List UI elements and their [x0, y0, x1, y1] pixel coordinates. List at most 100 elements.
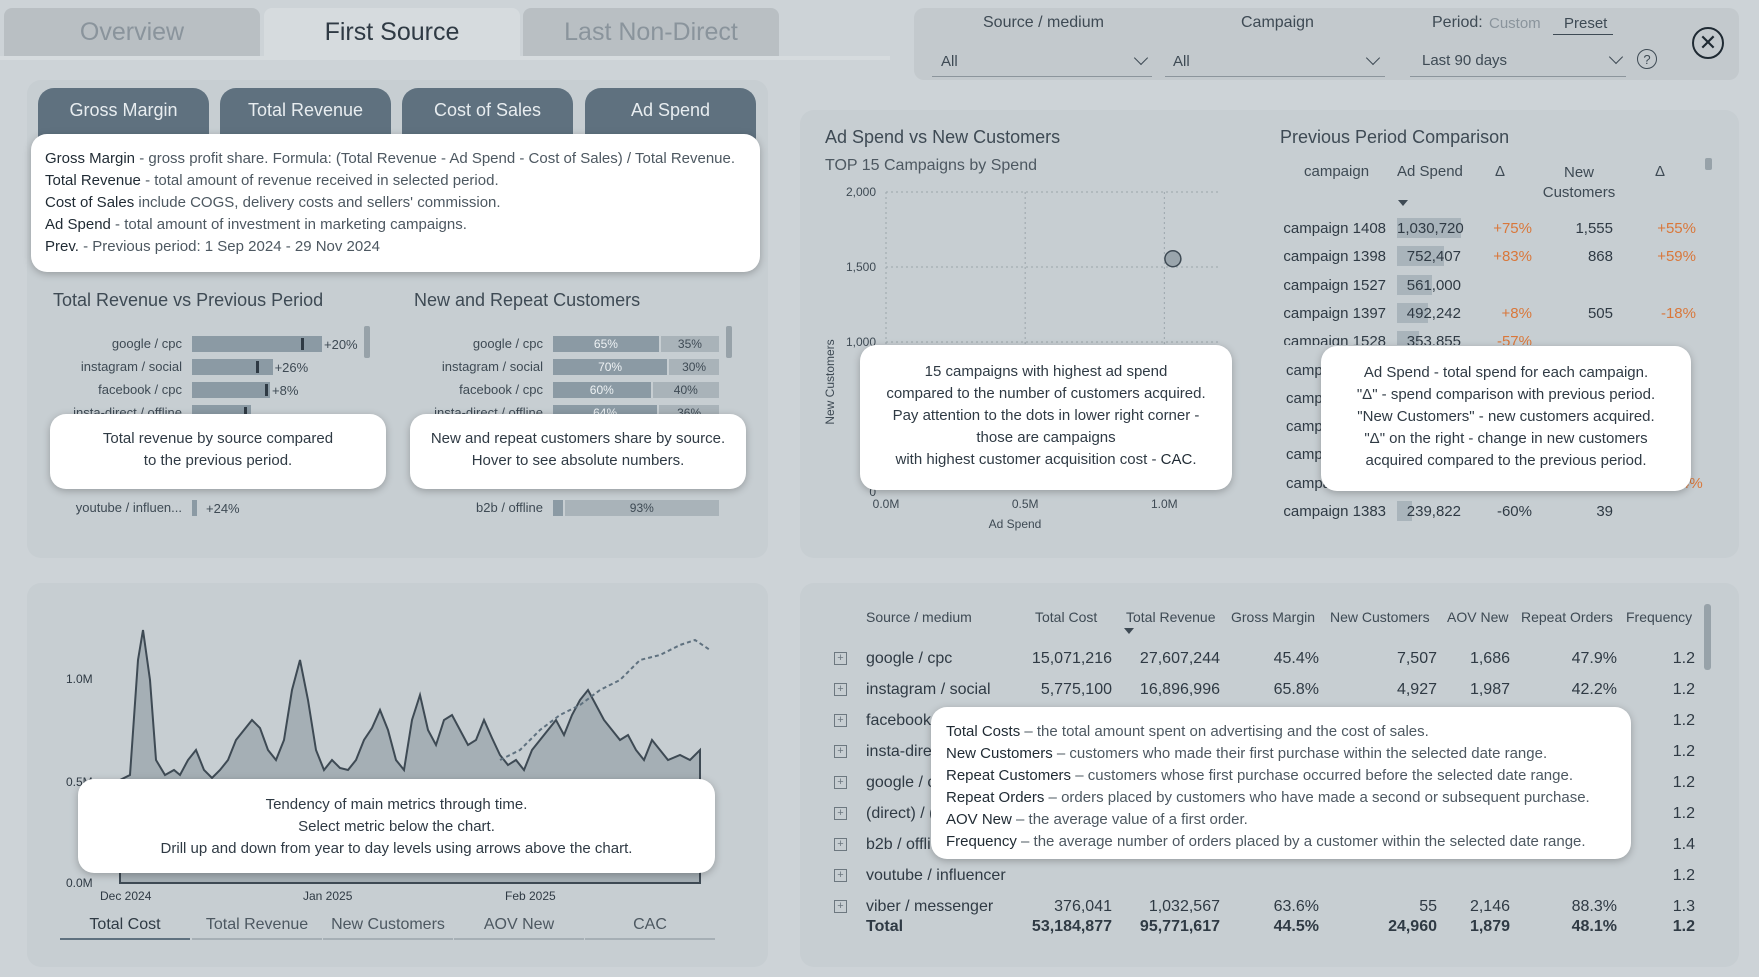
prev-period-marker [244, 407, 247, 419]
scrollbar[interactable] [1704, 604, 1711, 670]
repeat-customers-bar[interactable]: 93% [564, 500, 719, 516]
col-header-ad-spend[interactable]: Ad Spend [1397, 163, 1463, 180]
metric-tab-total-revenue[interactable]: Total Revenue [205, 916, 309, 933]
repeat-customers-bar[interactable]: 30% [669, 359, 719, 375]
new-customers-bar[interactable]: 65% [553, 336, 659, 352]
tab-overview[interactable]: Overview [4, 8, 260, 56]
help-icon[interactable]: ? [1637, 49, 1657, 69]
col-header-new-customers[interactable]: New Customers [1542, 164, 1616, 201]
kpi-tab-gross-margin[interactable]: Gross Margin [38, 88, 209, 140]
repeat-customers-bar[interactable]: 40% [652, 382, 719, 398]
period-label: Period: [1432, 14, 1483, 31]
col-header[interactable]: Total Revenue [1126, 609, 1216, 625]
revenue-bar[interactable] [192, 382, 270, 398]
campaign-name: campa [1286, 474, 1332, 492]
delta-label: +24% [206, 501, 240, 516]
metric-tab-new-customers[interactable]: New Customers [331, 916, 445, 933]
source-name[interactable]: google / cpc [866, 650, 953, 667]
table-cell: 1.4 [1672, 836, 1695, 853]
col-header-campaign[interactable]: campaign [1304, 163, 1370, 180]
tooltip-desc: – the total amount spent on advertising … [1020, 723, 1429, 740]
scrollbar[interactable] [364, 326, 370, 358]
source-name[interactable]: youtube / influencer [866, 867, 1006, 880]
revenue-bar[interactable] [192, 359, 273, 375]
source-name[interactable]: viber / messenger [866, 898, 994, 915]
metric-tab-aov-new[interactable]: AOV New [483, 916, 555, 933]
expand-row-icon[interactable]: + [834, 838, 847, 851]
close-icon[interactable]: ✕ [1692, 27, 1724, 59]
tooltip-term: Ad Spend [45, 216, 111, 233]
period-select[interactable]: Last 90 days [1422, 52, 1508, 69]
ad-spend-bar [1397, 246, 1444, 267]
kpi-tab-cost-of-sales[interactable]: Cost of Sales [402, 88, 573, 140]
metric-tab-cac[interactable]: CAC [633, 916, 667, 933]
expand-row-icon[interactable]: + [834, 652, 847, 665]
spend-delta: +8% [1501, 304, 1532, 322]
kpi-tab-total-revenue[interactable]: Total Revenue [220, 88, 391, 140]
expand-row-icon[interactable]: + [834, 745, 847, 758]
bar-source-label: instagram / social [80, 359, 182, 374]
new-customers-bar[interactable]: 60% [553, 382, 651, 398]
source-name[interactable]: (direct) / ( [866, 805, 935, 822]
source-name[interactable]: facebook / [866, 712, 940, 729]
expand-row-icon[interactable]: + [834, 776, 847, 789]
tooltip-desc: – the average number of orders placed by… [1016, 833, 1586, 850]
spend-delta: -60% [1496, 503, 1532, 520]
new-customers-bar[interactable]: 64% [553, 405, 658, 415]
new-customers-value [1550, 333, 1613, 345]
tooltip-line: Repeat Orders – orders placed by custome… [946, 787, 1616, 809]
prev-period-marker [255, 361, 259, 373]
source-name[interactable]: instagram / social [866, 681, 991, 698]
tooltip-line: New and repeat customers share by source… [430, 430, 726, 447]
y-tick: 2,000 [846, 185, 876, 199]
source-name[interactable]: b2b / offli [866, 836, 931, 853]
table-cell: 1.2 [1672, 650, 1695, 667]
revenue-tooltip: Total revenue by source compared to the … [50, 414, 386, 489]
repeat-customers-bar[interactable]: 36% [659, 405, 719, 415]
kpi-tab-ad-spend[interactable]: Ad Spend [585, 88, 756, 140]
table-cell: 65.8% [1273, 681, 1319, 698]
tab-first-source[interactable]: First Source [264, 8, 520, 56]
campaign-name: camp [1286, 389, 1323, 407]
scrollbar[interactable] [1705, 158, 1712, 170]
revenue-bar[interactable] [192, 405, 251, 415]
campaign-select[interactable]: All [1173, 53, 1190, 70]
new-customers-bar[interactable]: 70% [553, 359, 668, 375]
ad-spend-value: 752,407 [1406, 248, 1461, 266]
col-header[interactable]: Total Cost [1035, 609, 1098, 625]
prev-period-marker [301, 338, 305, 350]
repeat-customers-bar[interactable]: 35% [660, 336, 719, 352]
table-cell: 88.3% [1571, 898, 1617, 915]
tooltip-line: compared to the number of customers acqu… [886, 385, 1206, 402]
table-cell: 1.3 [1672, 898, 1695, 915]
period-custom-toggle[interactable]: Custom [1489, 15, 1541, 32]
metric-tab-total-cost[interactable]: Total Cost [89, 916, 161, 933]
table-cell: 45.4% [1273, 650, 1319, 667]
source-name[interactable]: insta-direc [866, 743, 940, 760]
expand-row-icon[interactable]: + [834, 683, 847, 696]
col-header[interactable]: Gross Margin [1231, 609, 1316, 625]
col-header[interactable]: Source / medium [866, 609, 972, 625]
new-customers-bar[interactable] [553, 500, 563, 516]
revenue-bar[interactable] [192, 500, 198, 516]
source-name[interactable]: google / c [866, 774, 936, 791]
expand-row-icon[interactable]: + [834, 807, 847, 820]
source-medium-select[interactable]: All [941, 53, 958, 70]
period-preset-toggle[interactable]: Preset [1564, 15, 1608, 32]
expand-row-icon[interactable]: + [834, 714, 847, 727]
col-header[interactable]: New Customers [1330, 609, 1430, 625]
tooltip-line: Hover to see absolute numbers. [471, 452, 685, 469]
col-header-delta-spend[interactable]: Δ [1495, 163, 1506, 180]
col-header[interactable]: Repeat Orders [1521, 609, 1613, 625]
tooltip-text: with highest customer acquisition cost - [895, 451, 1161, 468]
col-header[interactable]: AOV New [1447, 609, 1509, 625]
scrollbar[interactable] [726, 326, 732, 358]
expand-row-icon[interactable]: + [834, 900, 847, 913]
expand-row-icon[interactable]: + [834, 869, 847, 882]
tooltip-term: Cost of Sales [45, 194, 135, 211]
tab-last-non-direct[interactable]: Last Non-Direct [523, 8, 779, 56]
col-header-delta-customers[interactable]: Δ [1655, 163, 1666, 180]
campaign-name: campaign 1528 [1283, 333, 1386, 346]
col-header[interactable]: Frequency [1626, 609, 1693, 625]
revenue-bar[interactable] [192, 336, 322, 352]
